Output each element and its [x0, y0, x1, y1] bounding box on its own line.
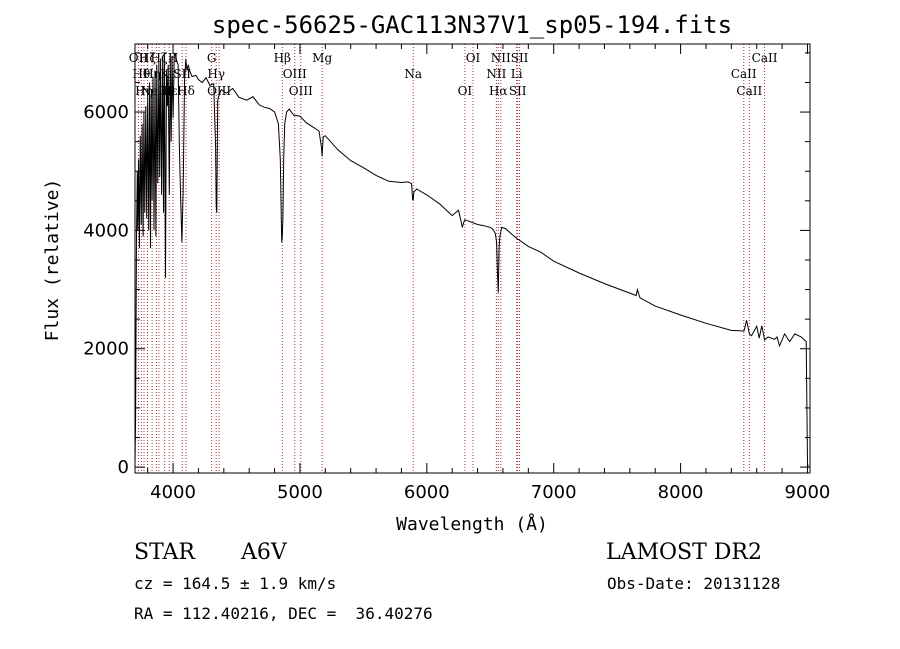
plot-frame	[134, 43, 811, 474]
y-tick-label: 2000	[83, 339, 129, 360]
coordinates: RA = 112.40216, DEC = 36.40276	[134, 604, 433, 623]
line-label-k: K	[160, 67, 170, 81]
line-label-g: G	[207, 51, 217, 65]
redshift-value: cz = 164.5 ± 1.9 km/s	[134, 574, 337, 593]
line-label-hε: Hε	[161, 84, 178, 98]
line-label-hθ: Hθ	[132, 67, 150, 81]
line-label-hδ: Hδ	[177, 84, 195, 98]
line-label-sii: SII	[509, 84, 527, 98]
line-label-hα: Hα	[489, 84, 508, 98]
line-label-li: Li	[511, 67, 523, 81]
line-label-oi: OI	[466, 51, 481, 65]
line-label-sii: SII	[173, 67, 191, 81]
spectrum-chart: spec-56625-GAC113N37V1_sp05-194.fits OII…	[42, 11, 830, 535]
line-label-h: H	[168, 51, 178, 65]
line-label-hγ: Hγ	[207, 67, 225, 81]
spectral-line-labels: OIIHθHηHζHηNeIIIHζKHεHSIIHδGHγOIIIHβOIII…	[129, 51, 778, 98]
line-label-na: Na	[404, 67, 422, 81]
line-label-oiii: OIII	[283, 67, 307, 81]
x-tick-label: 9000	[785, 482, 831, 503]
line-label-oii: OII	[129, 51, 149, 65]
x-tick-label: 5000	[277, 482, 323, 503]
observation-date: Obs-Date: 20131128	[607, 574, 781, 593]
line-label-caii: CaII	[731, 67, 757, 81]
x-tick-label: 8000	[658, 482, 704, 503]
chart-title: spec-56625-GAC113N37V1_sp05-194.fits	[212, 11, 732, 39]
line-label-caii: CaII	[752, 51, 778, 65]
line-label-hβ: Hβ	[274, 51, 291, 65]
object-subclass: A6V	[241, 540, 287, 565]
spectrum-line	[134, 52, 809, 468]
object-class: STAR	[134, 540, 195, 565]
line-label-oi: OI	[458, 84, 473, 98]
line-label-nii: NII	[491, 51, 511, 65]
y-axis-label: Flux (relative)	[42, 179, 63, 342]
line-label-mg: Mg	[312, 51, 332, 65]
line-label-sii: SII	[511, 51, 529, 65]
line-label-hζ: Hζ	[139, 51, 156, 65]
y-tick-label: 4000	[83, 220, 129, 241]
y-tick-label: 0	[118, 457, 129, 478]
line-label-caii: CaII	[736, 84, 762, 98]
survey-name: LAMOST DR2	[606, 540, 762, 565]
y-tick-label: 6000	[83, 102, 129, 123]
x-tick-label: 6000	[404, 482, 450, 503]
line-label-hη: Hη	[135, 84, 153, 98]
x-axis-label: Wavelength (Å)	[396, 513, 548, 535]
x-tick-label: 7000	[531, 482, 577, 503]
line-label-oiii: OIII	[207, 84, 231, 98]
line-label-oiii: OIII	[289, 84, 313, 98]
line-label-nii: NII	[486, 67, 506, 81]
axis-ticks: 4000 5000 6000 7000 8000 9000 0 2000 4000 6000	[83, 44, 830, 503]
line-label-hζ: Hζ	[150, 51, 167, 65]
spectral-line-markers	[137, 44, 766, 473]
x-tick-label: 4000	[150, 482, 196, 503]
